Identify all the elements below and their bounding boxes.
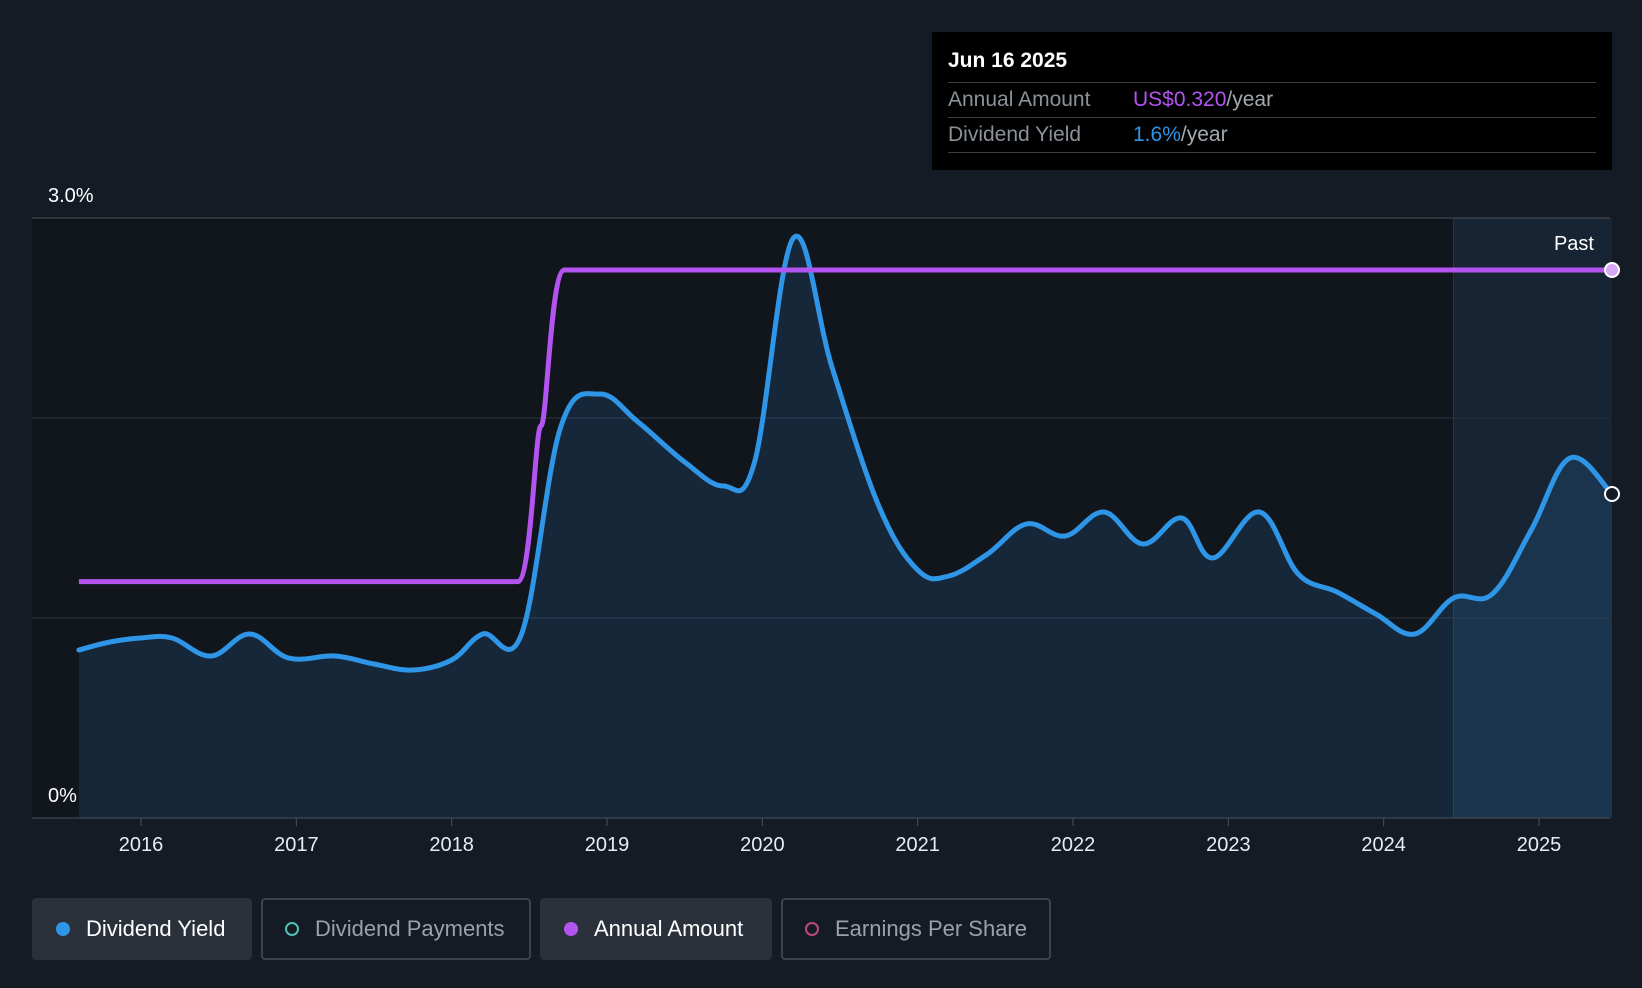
legend-annual-amount[interactable]: Annual Amount bbox=[540, 898, 772, 960]
x-axis-ticks: 2016 2017 2018 2019 2020 2021 2022 2023 2024 2025 bbox=[119, 818, 1562, 856]
legend-dot-icon bbox=[56, 922, 70, 936]
x-tick-label: 2017 bbox=[274, 834, 319, 856]
annual-amount-end-marker bbox=[1604, 262, 1621, 278]
tooltip-unit: /year bbox=[1226, 88, 1274, 111]
tooltip-value: US$0.320 bbox=[1133, 88, 1227, 111]
dividend-chart: 2016 2017 2018 2019 2020 2021 2022 2023 2024 2025… bbox=[32, 185, 1621, 856]
legend-label: Dividend Payments bbox=[315, 916, 505, 941]
x-tick-label: 2018 bbox=[429, 834, 474, 856]
past-region bbox=[1453, 218, 1613, 818]
chart-legend: Dividend Yield Dividend Payments Annual … bbox=[32, 898, 1060, 960]
tooltip-panel: Jun 16 2025 Annual Amount US$0.320 /year… bbox=[932, 32, 1612, 170]
legend-earnings-per-share[interactable]: Earnings Per Share bbox=[781, 898, 1051, 960]
dividend-yield-end-marker bbox=[1604, 486, 1621, 502]
x-tick-label: 2025 bbox=[1517, 834, 1562, 856]
x-tick-label: 2016 bbox=[119, 834, 164, 856]
x-tick-label: 2019 bbox=[585, 834, 630, 856]
y-tick-label-top: 3.0% bbox=[48, 185, 94, 207]
legend-dividend-payments[interactable]: Dividend Payments bbox=[261, 898, 531, 960]
tooltip-row-dividend-yield: Dividend Yield 1.6% /year bbox=[948, 118, 1596, 153]
legend-ring-icon bbox=[285, 922, 299, 936]
tooltip-unit: /year bbox=[1180, 123, 1228, 146]
legend-dividend-yield[interactable]: Dividend Yield bbox=[32, 898, 252, 960]
legend-label: Earnings Per Share bbox=[835, 916, 1027, 941]
x-tick-label: 2020 bbox=[740, 834, 785, 856]
x-tick-label: 2023 bbox=[1206, 834, 1251, 856]
legend-dot-icon bbox=[564, 922, 578, 936]
tooltip-label: Annual Amount bbox=[948, 88, 1091, 111]
dividend-yield-area bbox=[78, 236, 1613, 818]
x-tick-label: 2022 bbox=[1051, 834, 1096, 856]
past-label: Past bbox=[1554, 233, 1594, 255]
tooltip-date: Jun 16 2025 bbox=[948, 46, 1596, 83]
tooltip-value: 1.6% bbox=[1133, 123, 1181, 146]
legend-ring-icon bbox=[805, 922, 819, 936]
x-tick-label: 2024 bbox=[1361, 834, 1406, 856]
x-tick-label: 2021 bbox=[895, 834, 940, 856]
legend-label: Annual Amount bbox=[594, 916, 744, 941]
y-tick-label-bottom: 0% bbox=[48, 785, 77, 807]
legend-label: Dividend Yield bbox=[86, 916, 226, 941]
grid-lines bbox=[32, 217, 1610, 619]
dividend-yield-line bbox=[76, 233, 1615, 673]
annual-amount-line bbox=[78, 267, 1613, 585]
tooltip-label: Dividend Yield bbox=[948, 123, 1082, 146]
tooltip-row-annual-amount: Annual Amount US$0.320 /year bbox=[948, 83, 1596, 118]
